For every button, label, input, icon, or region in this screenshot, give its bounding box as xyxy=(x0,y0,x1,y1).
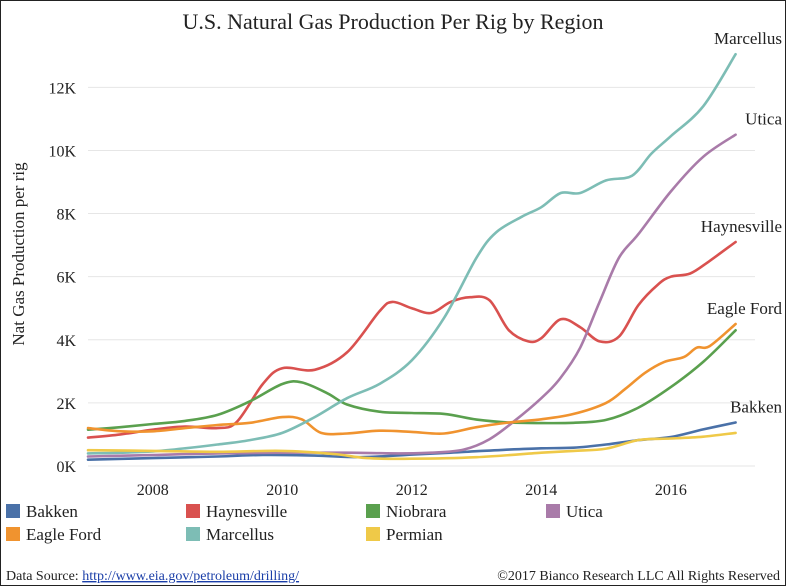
y-tick-label: 10K xyxy=(48,143,76,160)
legend-label-marcellus: Marcellus xyxy=(206,525,274,544)
copyright-notice: ©2017 Bianco Research LLC All Rights Res… xyxy=(497,569,780,584)
series-line-niobrara xyxy=(86,329,737,431)
legend-label-haynesville: Haynesville xyxy=(206,502,287,521)
legend-label-eagle-ford: Eagle Ford xyxy=(26,525,102,544)
data-source-note: Data Source: http://www.eia.gov/petroleu… xyxy=(6,569,299,584)
y-tick-label: 0K xyxy=(56,459,76,476)
y-tick-label: 6K xyxy=(56,270,76,287)
legend-label-permian: Permian xyxy=(386,525,443,544)
series-line-eagle-ford xyxy=(86,322,737,436)
legend-swatch-haynesville xyxy=(186,504,200,518)
data-source-link: http://www.eia.gov/petroleum/drilling/ xyxy=(82,569,299,584)
y-tick-label: 12K xyxy=(48,80,76,97)
legend-label-utica: Utica xyxy=(566,502,603,521)
x-tick-label: 2010 xyxy=(266,482,298,499)
end-label-bakken: Bakken xyxy=(730,397,782,416)
legend: Bakken Haynesville Niobrara Utica Eagle Ford… xyxy=(6,502,603,544)
end-label-haynesville: Haynesville xyxy=(701,217,782,236)
y-axis-label: Nat Gas Production per rig xyxy=(9,162,28,346)
x-tick-label: 2016 xyxy=(655,482,687,499)
x-tick-label: 2008 xyxy=(137,482,169,499)
series-line-permian xyxy=(86,431,737,461)
legend-swatch-permian xyxy=(366,527,380,541)
end-label-eagle-ford: Eagle Ford xyxy=(707,299,783,318)
legend-swatch-eagle-ford xyxy=(6,527,20,541)
gridlines xyxy=(88,86,755,467)
y-tick-label: 4K xyxy=(56,333,76,350)
series-end-labels: Marcellus Utica Haynesville Eagle Ford Bakke… xyxy=(701,29,783,416)
legend-swatch-utica xyxy=(546,504,560,518)
legend-swatch-niobrara xyxy=(366,504,380,518)
legend-label-bakken: Bakken xyxy=(26,502,78,521)
x-tick-labels: 2008 2010 2012 2014 2016 xyxy=(137,482,687,499)
x-tick-label: 2012 xyxy=(396,482,428,499)
y-tick-label: 2K xyxy=(56,396,76,413)
y-tick-labels: 0K 2K 4K 6K 8K 10K 12K xyxy=(48,80,76,476)
legend-label-niobrara: Niobrara xyxy=(386,502,447,521)
x-tick-label: 2014 xyxy=(525,482,557,499)
end-label-marcellus: Marcellus xyxy=(714,29,782,48)
series-lines xyxy=(86,52,737,461)
series-line-marcellus xyxy=(86,52,737,455)
chart-title: U.S. Natural Gas Production Per Rig by R… xyxy=(182,9,603,34)
end-label-utica: Utica xyxy=(745,110,782,129)
y-tick-label: 8K xyxy=(56,207,76,224)
data-source-prefix: Data Source: xyxy=(6,569,82,584)
legend-swatch-bakken xyxy=(6,504,20,518)
legend-swatch-marcellus xyxy=(186,527,200,541)
